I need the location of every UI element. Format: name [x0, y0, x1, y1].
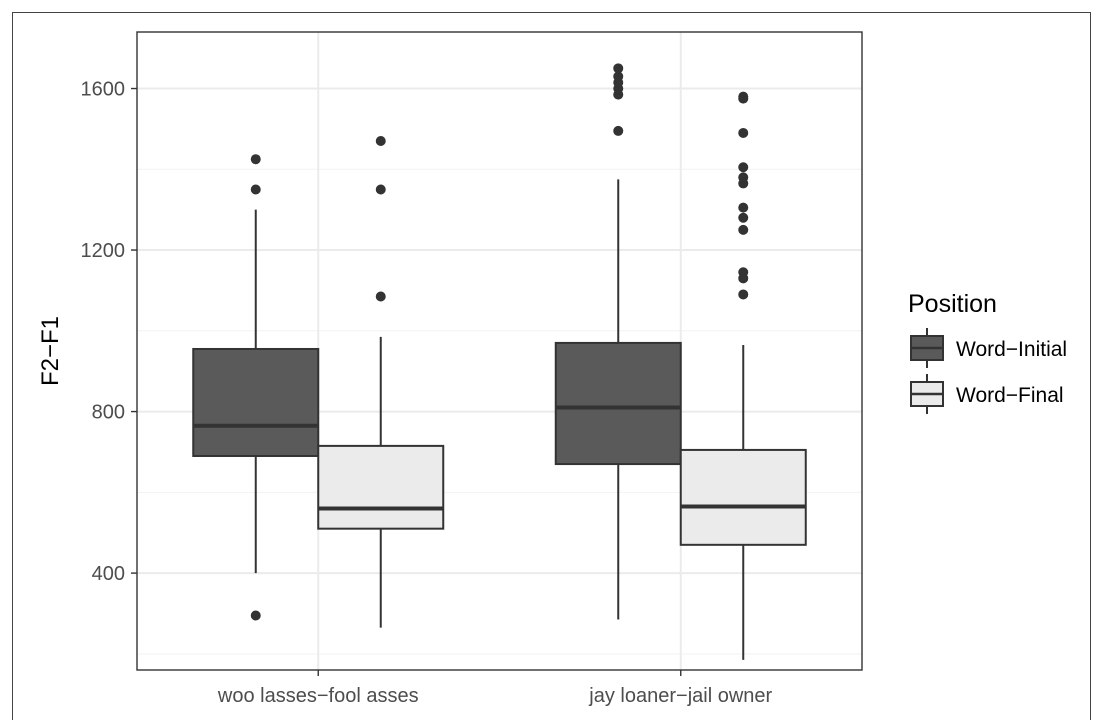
outlier-point — [613, 63, 624, 74]
y-tick-label: 800 — [92, 402, 125, 424]
outlier-point — [613, 71, 624, 82]
outlier-point — [738, 162, 749, 173]
legend-title: Position — [908, 290, 997, 318]
outlier-point — [613, 125, 624, 136]
outlier-point — [250, 184, 261, 195]
legend-key — [910, 374, 944, 414]
outlier-point — [738, 267, 749, 278]
legend-label: Word−Final — [956, 384, 1064, 407]
box-body — [679, 448, 807, 546]
outlier-point — [375, 136, 386, 147]
outlier-point — [375, 291, 386, 302]
y-tick-label: 400 — [92, 563, 125, 585]
outlier-point — [250, 610, 261, 621]
y-axis: 400 800 1200 1600 — [81, 79, 137, 585]
x-tick-label: woo lasses−fool asses — [217, 685, 419, 707]
box-body — [554, 341, 682, 466]
outlier-point — [738, 127, 749, 138]
outlier-point — [738, 202, 749, 213]
x-tick-label: jay loaner−jail owner — [588, 685, 772, 707]
box-body — [192, 347, 320, 457]
box-1-1 — [679, 91, 807, 660]
x-axis: woo lasses−fool asses jay loaner−jail own… — [217, 670, 773, 707]
outlier-point — [738, 212, 749, 223]
box-0-0 — [192, 154, 320, 621]
y-tick-label: 1200 — [81, 240, 126, 262]
y-tick-label: 1600 — [81, 79, 126, 101]
figure-frame — [12, 12, 1091, 720]
legend: Position Word−Initial Word−Final — [908, 290, 1067, 414]
outlier-point — [250, 154, 261, 165]
outlier-point — [738, 172, 749, 183]
outlier-point — [738, 224, 749, 235]
legend-label: Word−Initial — [956, 338, 1067, 361]
box-body — [317, 444, 445, 530]
outlier-point — [375, 184, 386, 195]
plot-panel-border — [136, 31, 863, 671]
y-axis-label: F2−F1 — [37, 316, 64, 386]
box-series — [192, 63, 807, 660]
legend-key — [910, 328, 944, 368]
box-1-0 — [317, 136, 445, 628]
box-0-1 — [554, 63, 682, 620]
outlier-point — [738, 91, 749, 102]
outlier-point — [738, 289, 749, 300]
